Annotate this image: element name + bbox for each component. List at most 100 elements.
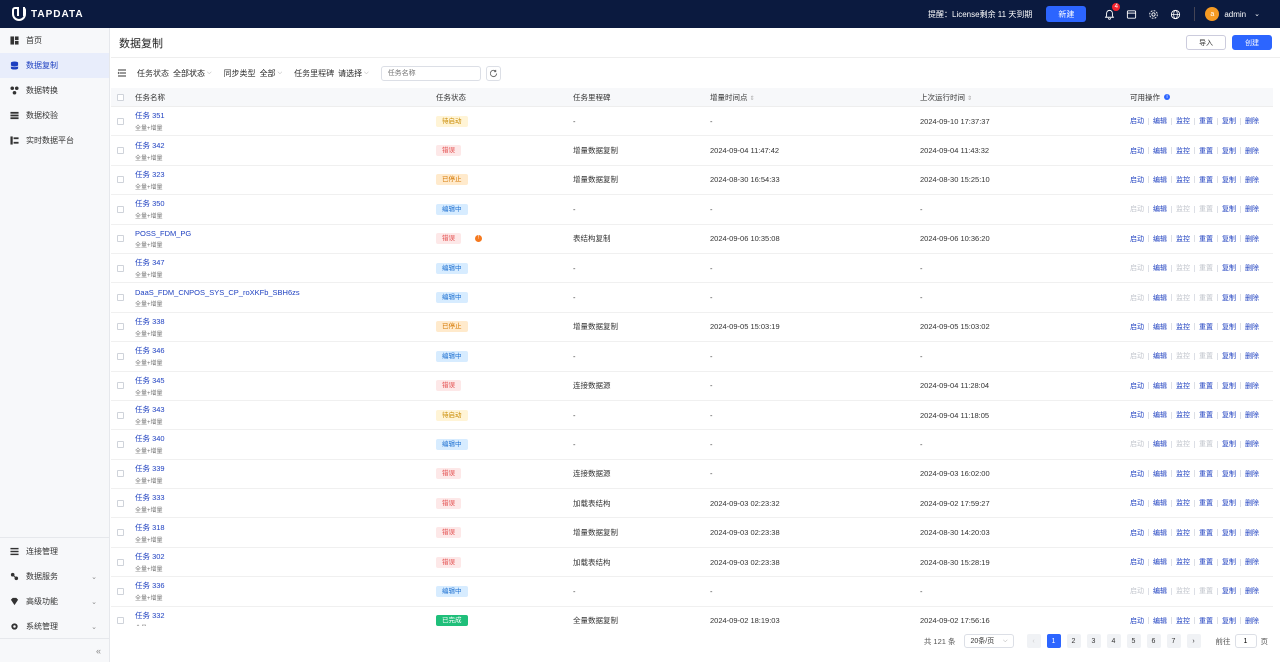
copy-action[interactable]: 复制 (1222, 441, 1236, 449)
monitor-action[interactable]: 监控 (1176, 617, 1190, 625)
reset-action[interactable]: 重置 (1199, 118, 1213, 126)
copy-action[interactable]: 复制 (1222, 353, 1236, 361)
warning-icon[interactable]: ! (475, 234, 482, 242)
sidebar-collapse-button[interactable]: « (0, 638, 109, 662)
copy-action[interactable]: 复制 (1222, 176, 1236, 184)
task-name-link[interactable]: 任务 332 (135, 610, 165, 620)
avatar[interactable]: a (1205, 7, 1220, 21)
copy-action[interactable]: 复制 (1222, 559, 1236, 567)
sidebar-item-connections[interactable]: 连接管理 (0, 539, 109, 564)
reset-action[interactable]: 重置 (1199, 323, 1213, 331)
copy-action[interactable]: 复制 (1222, 118, 1236, 126)
start-action[interactable]: 启动 (1130, 617, 1144, 625)
delete-action[interactable]: 删除 (1245, 176, 1259, 184)
refresh-button[interactable] (485, 65, 501, 81)
milestone-filter[interactable]: 任务里程碑 请选择 ⌵ (294, 68, 369, 79)
table-row[interactable]: 任务 336 全量+增量 编辑中 - - - 启动 编辑 监控 重置 复制 删除 (111, 577, 1273, 607)
row-checkbox[interactable] (117, 470, 124, 478)
edit-action[interactable]: 编辑 (1153, 176, 1167, 184)
notification-bell[interactable]: 4 (1103, 3, 1121, 20)
copy-action[interactable]: 复制 (1222, 323, 1236, 331)
table-row[interactable]: 任务 338 全量+增量 已停止 增量数据复制 2024-09-05 15:03:19 2… (111, 313, 1273, 343)
edit-action[interactable]: 编辑 (1153, 353, 1167, 361)
page-button[interactable]: 4 (1106, 634, 1121, 648)
copy-action[interactable]: 复制 (1222, 235, 1236, 243)
task-name-link[interactable]: 任务 336 (135, 581, 165, 591)
task-name-link[interactable]: 任务 347 (135, 258, 165, 268)
table-row[interactable]: POSS_FDM_PG 全量+增量 错误! 表结构复制 2024-09-06 10:35… (111, 225, 1273, 254)
copy-action[interactable]: 复制 (1222, 470, 1236, 478)
reset-action[interactable]: 重置 (1199, 382, 1213, 390)
filter-menu-icon[interactable] (117, 68, 127, 78)
task-name-link[interactable]: DaaS_FDM_CNPOS_SYS_CP_roXKFb_SBH6zs (135, 287, 300, 297)
row-checkbox[interactable] (117, 529, 124, 537)
delete-action[interactable]: 删除 (1245, 265, 1259, 273)
copy-action[interactable]: 复制 (1222, 588, 1236, 596)
start-action[interactable]: 启动 (1130, 412, 1144, 420)
start-action[interactable]: 启动 (1130, 235, 1144, 243)
reset-action[interactable]: 重置 (1199, 470, 1213, 478)
reset-action[interactable]: 重置 (1199, 412, 1213, 420)
page-button[interactable]: 3 (1086, 634, 1101, 648)
monitor-action[interactable]: 监控 (1176, 529, 1190, 537)
edit-action[interactable]: 编辑 (1153, 118, 1167, 126)
delete-action[interactable]: 删除 (1245, 441, 1259, 449)
row-checkbox[interactable] (117, 264, 124, 272)
delete-action[interactable]: 删除 (1245, 617, 1259, 625)
row-checkbox[interactable] (117, 323, 124, 331)
delete-action[interactable]: 删除 (1245, 323, 1259, 331)
page-button[interactable]: 5 (1126, 634, 1141, 648)
delete-action[interactable]: 删除 (1245, 529, 1259, 537)
reset-action[interactable]: 重置 (1199, 529, 1213, 537)
goto-page-input[interactable] (1234, 634, 1257, 648)
sort-icon[interactable]: ⇕ (967, 95, 973, 102)
task-name-link[interactable]: 任务 323 (135, 169, 165, 179)
edit-action[interactable]: 编辑 (1153, 323, 1167, 331)
settings-shortcut[interactable] (1147, 8, 1159, 20)
sort-icon[interactable]: ⇕ (749, 95, 755, 102)
start-action[interactable]: 启动 (1130, 118, 1144, 126)
row-checkbox[interactable] (117, 205, 124, 213)
reset-action[interactable]: 重置 (1199, 235, 1213, 243)
table-row[interactable]: 任务 302 全量+增量 错误 加载表结构 2024-09-03 02:23:38 202… (111, 548, 1273, 578)
delete-action[interactable]: 删除 (1245, 118, 1259, 126)
username[interactable]: admin (1224, 9, 1247, 19)
task-name-link[interactable]: 任务 346 (135, 346, 165, 356)
table-row[interactable]: 任务 345 全量+增量 错误 连接数据源 - 2024-09-04 11:28:04 启动… (111, 372, 1273, 401)
row-checkbox[interactable] (117, 558, 124, 566)
row-checkbox[interactable] (117, 235, 124, 243)
brand-logo[interactable]: TAPDATA (12, 7, 84, 21)
sidebar-item-realtime-platform[interactable]: 实时数据平台 (0, 128, 109, 153)
copy-action[interactable]: 复制 (1222, 500, 1236, 508)
delete-action[interactable]: 删除 (1245, 559, 1259, 567)
table-row[interactable]: 任务 340 全量+增量 编辑中 - - - 启动 编辑 监控 重置 复制 删除 (111, 430, 1273, 460)
reset-action[interactable]: 重置 (1199, 147, 1213, 155)
monitor-action[interactable]: 监控 (1176, 176, 1190, 184)
row-checkbox[interactable] (117, 294, 124, 302)
status-filter[interactable]: 任务状态 全部状态 ⌵ (137, 68, 212, 79)
start-action[interactable]: 启动 (1130, 323, 1144, 331)
row-checkbox[interactable] (117, 411, 124, 419)
start-action[interactable]: 启动 (1130, 147, 1144, 155)
edit-action[interactable]: 编辑 (1153, 500, 1167, 508)
table-row[interactable]: 任务 351 全量+增量 待启动 - - 2024-09-10 17:37:37 启动 编辑 监… (111, 107, 1273, 137)
start-action[interactable]: 启动 (1130, 500, 1144, 508)
table-row[interactable]: 任务 343 全量+增量 待启动 - - 2024-09-04 11:18:05 启动 编辑 监… (111, 401, 1273, 431)
row-checkbox[interactable] (117, 117, 124, 125)
row-checkbox[interactable] (117, 499, 124, 507)
select-all-checkbox[interactable] (117, 93, 124, 101)
sidebar-item-system[interactable]: 系统管理 ⌄ (0, 614, 109, 639)
task-name-link[interactable]: 任务 339 (135, 463, 165, 473)
delete-action[interactable]: 删除 (1245, 206, 1259, 214)
monitor-action[interactable]: 监控 (1176, 559, 1190, 567)
edit-action[interactable]: 编辑 (1153, 412, 1167, 420)
edit-action[interactable]: 编辑 (1153, 441, 1167, 449)
task-name-link[interactable]: 任务 343 (135, 405, 165, 415)
table-row[interactable]: 任务 346 全量+增量 编辑中 - - - 启动 编辑 监控 重置 复制 删除 (111, 342, 1273, 372)
monitor-action[interactable]: 监控 (1176, 470, 1190, 478)
row-checkbox[interactable] (117, 382, 124, 390)
sidebar-item-data-service[interactable]: 数据服务 ⌄ (0, 564, 109, 589)
start-action[interactable]: 启动 (1130, 470, 1144, 478)
page-button[interactable]: 2 (1066, 634, 1081, 648)
delete-action[interactable]: 删除 (1245, 235, 1259, 243)
